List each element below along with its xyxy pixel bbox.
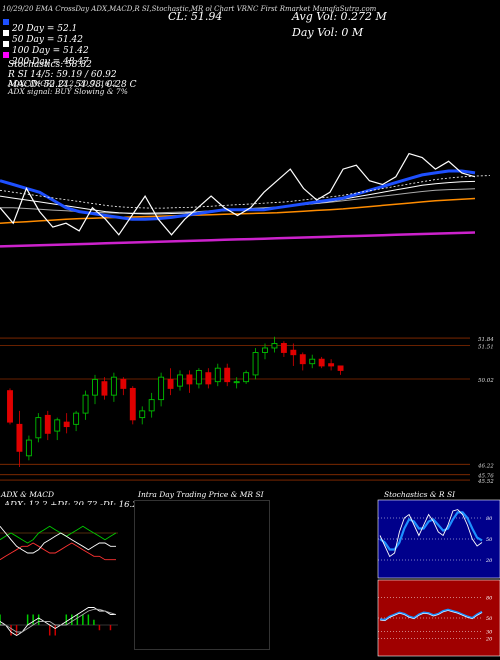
price-line [0, 152, 476, 236]
candle-body [205, 372, 212, 385]
candle-body [35, 417, 42, 439]
candle-body [7, 390, 13, 423]
adx-line-1: ADX: (MGR) 12.2, 20.7, 16.2 [8, 79, 117, 88]
level-label: 45.52 [477, 479, 494, 485]
rsi-line [379, 608, 483, 622]
legend-item-ema200: 200 Day = 48.47 [3, 49, 89, 68]
candle-body [224, 367, 231, 383]
candle-body [158, 376, 165, 401]
rsi-value: R SI 14/5: 59.19 / 60.92 [8, 70, 117, 80]
candle-body [337, 365, 344, 371]
adx-line [0, 526, 116, 554]
adx-panel [0, 505, 118, 575]
chart-header: 10/29/20 EMA CrossDay ADX,MACD,R SI,Stoc… [0, 0, 500, 100]
ema-orange-line [0, 197, 476, 224]
legend-item-ema20: 20 Day = 52.1 [3, 16, 77, 35]
stoch-d-line [379, 511, 483, 551]
candle-body [271, 343, 278, 349]
level-label: 51.51 [478, 345, 494, 351]
candle-body [101, 381, 108, 396]
macd-signal-line [0, 608, 117, 633]
top-strip: 10/29/20 EMA CrossDay ADX,MACD,R SI,Stoc… [2, 5, 377, 13]
candle-body [167, 378, 174, 389]
avg-volume: Avg Vol: 0.272 M [292, 10, 387, 23]
rsi-tick-label: 20 [485, 636, 493, 642]
intraday-title: Intra Day Trading Price & MR SI [138, 490, 264, 499]
candle-body [309, 358, 316, 365]
candle-body [16, 423, 23, 452]
candle-body [195, 369, 202, 385]
day-volume: Day Vol: 0 M [292, 26, 364, 39]
candle-body [252, 352, 259, 376]
candle-body [73, 412, 80, 425]
candle-body [299, 354, 306, 365]
legend-item-ema50: 50 Day = 51.42 [3, 27, 83, 46]
level-label: 46.22 [477, 463, 494, 469]
stochastics-value: Stochastics: 58.82 [8, 60, 92, 70]
stoch-tick-label: 50 [486, 537, 493, 543]
adx-macd-title: ADX & MACD [1, 490, 55, 499]
candle-body [63, 421, 70, 428]
level-label: 45.76 [477, 474, 494, 480]
legend-swatch-ema20 [3, 19, 9, 25]
legend-label-ema50: 50 Day = 51.42 [12, 35, 84, 45]
candle-body [110, 376, 117, 396]
candle-body [186, 374, 193, 385]
level-label: 51.84 [478, 337, 494, 343]
candle-body [262, 347, 268, 353]
macd-value: MACD: 52.21, 51.98, 0.28 C [8, 80, 137, 90]
candle-body [25, 439, 32, 457]
legend-swatch-ema200 [3, 52, 9, 58]
ema-line-chart [0, 152, 491, 248]
candle-body [82, 394, 89, 414]
legend-label-ema200: 200 Day = 48.47 [12, 57, 89, 67]
stochastics-rsi-title: Stochastics & R SI [384, 490, 456, 499]
candle-body [243, 372, 250, 383]
candle-body [318, 358, 325, 367]
candle-body [120, 378, 127, 389]
intraday-panel [134, 500, 270, 650]
legend-swatch-ema100 [3, 41, 9, 47]
adx-bg [0, 505, 118, 575]
legend-item-ema100: 100 Day = 51.42 [3, 38, 89, 57]
rsi-tick-label: 80 [486, 596, 493, 602]
close-price: CL: 51.94 [168, 10, 223, 23]
candle-body [328, 363, 335, 367]
candle-body [129, 387, 136, 421]
candle-body [44, 414, 51, 434]
candle-body [280, 343, 287, 353]
macd-panel [0, 580, 118, 655]
candle-body [177, 374, 183, 387]
legend-swatch-ema50 [3, 30, 9, 36]
plus-di-line [0, 525, 117, 544]
rsi-signal-line [379, 610, 483, 622]
stoch-k-line [379, 509, 483, 558]
ema200-line [0, 231, 476, 248]
legend-label-ema100: 100 Day = 51.42 [12, 46, 89, 56]
candle-body [139, 410, 146, 419]
stoch-tick-label: 80 [486, 516, 493, 522]
candle-body [148, 399, 155, 412]
stochastics-panel: 80 50 20 [377, 499, 500, 579]
candle-body [233, 381, 240, 384]
legend-label-ema20: 20 Day = 52.1 [12, 24, 78, 34]
candle-body [92, 378, 98, 396]
adx-line-2: ADX signal: BUY Slowing & 7% [8, 87, 128, 96]
stoch-tick-label: 20 [485, 558, 493, 564]
macd-bg [0, 580, 118, 655]
candle-body [214, 367, 221, 383]
ema20-line [0, 169, 476, 221]
candle-body [54, 419, 61, 432]
rsi-tick-label: 30 [486, 630, 493, 636]
level-label: 50.02 [478, 378, 494, 384]
candle-body [290, 349, 297, 356]
rsi-tick-label: 50 [486, 616, 493, 622]
